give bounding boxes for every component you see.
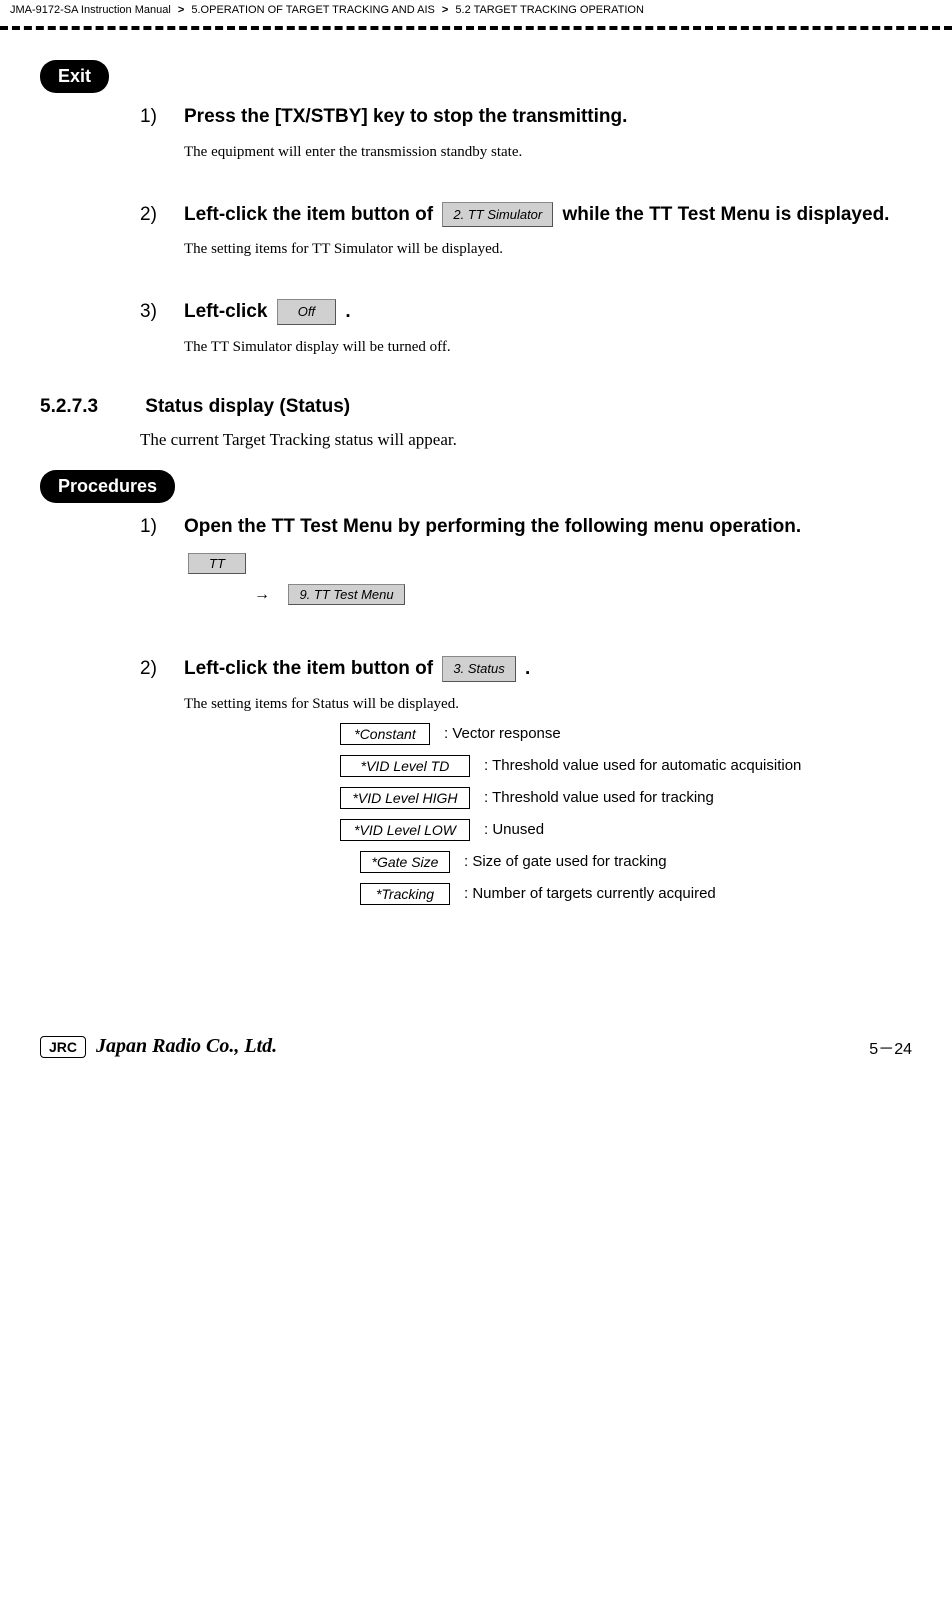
breadcrumb-separator: > <box>442 4 448 16</box>
company-name: Japan Radio Co., Ltd. <box>96 1035 829 1058</box>
breadcrumb: JMA-9172-SA Instruction Manual > 5.OPERA… <box>0 0 952 20</box>
proc-step-1: 1) Open the TT Test Menu by performing t… <box>140 513 912 606</box>
step-title-pre: Left-click the item button of <box>184 658 438 679</box>
tt-menu-button: TT <box>188 553 246 574</box>
section-header: 5.2.7.3 Status display (Status) <box>40 396 912 418</box>
step-title: Press the [TX/STBY] key to stop the tran… <box>184 103 912 132</box>
status-label: *VID Level TD <box>340 755 470 777</box>
exit-step-2: 2) Left-click the item button of 2. TT S… <box>140 201 912 259</box>
section-title: Status display (Status) <box>145 396 350 417</box>
status-desc: : Threshold value used for tracking <box>484 789 714 806</box>
status-button: 3. Status <box>442 656 515 682</box>
status-label: *Tracking <box>360 883 450 905</box>
step-title: Open the TT Test Menu by performing the … <box>184 513 912 542</box>
step-title: Left-click Off . <box>184 298 912 327</box>
step-number: 2) <box>140 204 164 226</box>
step-body: The equipment will enter the transmissio… <box>184 144 912 161</box>
step-title: Left-click the item button of 3. Status … <box>184 655 912 684</box>
status-table: *Constant : Vector response *VID Level T… <box>340 723 912 905</box>
status-row: *Gate Size : Size of gate used for track… <box>340 851 912 873</box>
step-title-pre: Left-click the item button of <box>184 204 438 225</box>
step-number: 2) <box>140 658 164 680</box>
arrow-icon: → <box>254 586 270 603</box>
tt-test-menu-button: 9. TT Test Menu <box>288 584 404 605</box>
divider-dashed <box>0 26 952 30</box>
tt-simulator-button: 2. TT Simulator <box>442 202 553 228</box>
status-label: *VID Level HIGH <box>340 787 470 809</box>
status-label: *Constant <box>340 723 430 745</box>
step-body: The setting items for Status will be dis… <box>184 696 912 713</box>
procedures-pill: Procedures <box>40 470 175 503</box>
step-title-post: while the TT Test Menu is displayed. <box>563 204 890 225</box>
status-desc: : Number of targets currently acquired <box>464 885 716 902</box>
step-title-post: . <box>345 301 350 322</box>
off-button: Off <box>277 299 336 325</box>
step-number: 1) <box>140 106 164 128</box>
step-title-post: . <box>525 658 530 679</box>
page-number: 5－24 <box>869 1035 912 1059</box>
exit-pill: Exit <box>40 60 109 93</box>
exit-step-1: 1) Press the [TX/STBY] key to stop the t… <box>140 103 912 161</box>
status-desc: : Vector response <box>444 725 561 742</box>
breadcrumb-part1: JMA-9172-SA Instruction Manual <box>10 4 171 16</box>
status-label: *Gate Size <box>360 851 450 873</box>
step-body: The setting items for TT Simulator will … <box>184 241 912 258</box>
breadcrumb-part3: 5.2 TARGET TRACKING OPERATION <box>455 4 643 16</box>
step-body: The TT Simulator display will be turned … <box>184 339 912 356</box>
section-number: 5.2.7.3 <box>40 396 140 418</box>
step-title-pre: Left-click <box>184 301 273 322</box>
breadcrumb-separator: > <box>178 4 184 16</box>
section-description: The current Target Tracking status will … <box>140 430 912 450</box>
status-desc: : Size of gate used for tracking <box>464 853 667 870</box>
status-row: *VID Level TD : Threshold value used for… <box>340 755 912 777</box>
status-label: *VID Level LOW <box>340 819 470 841</box>
step-number: 3) <box>140 301 164 323</box>
step-title: Left-click the item button of 2. TT Simu… <box>184 201 912 230</box>
menu-path: TT → 9. TT Test Menu <box>184 553 912 605</box>
status-row: *Tracking : Number of targets currently … <box>340 883 912 905</box>
status-desc: : Unused <box>484 821 544 838</box>
status-desc: : Threshold value used for automatic acq… <box>484 757 801 774</box>
step-number: 1) <box>140 516 164 538</box>
status-row: *VID Level LOW : Unused <box>340 819 912 841</box>
exit-step-3: 3) Left-click Off . The TT Simulator dis… <box>140 298 912 356</box>
jrc-logo: JRC <box>40 1036 86 1058</box>
proc-step-2: 2) Left-click the item button of 3. Stat… <box>140 655 912 905</box>
breadcrumb-part2: 5.OPERATION OF TARGET TRACKING AND AIS <box>191 4 434 16</box>
footer: JRC Japan Radio Co., Ltd. 5－24 <box>0 1025 952 1079</box>
status-row: *VID Level HIGH : Threshold value used f… <box>340 787 912 809</box>
status-row: *Constant : Vector response <box>340 723 912 745</box>
